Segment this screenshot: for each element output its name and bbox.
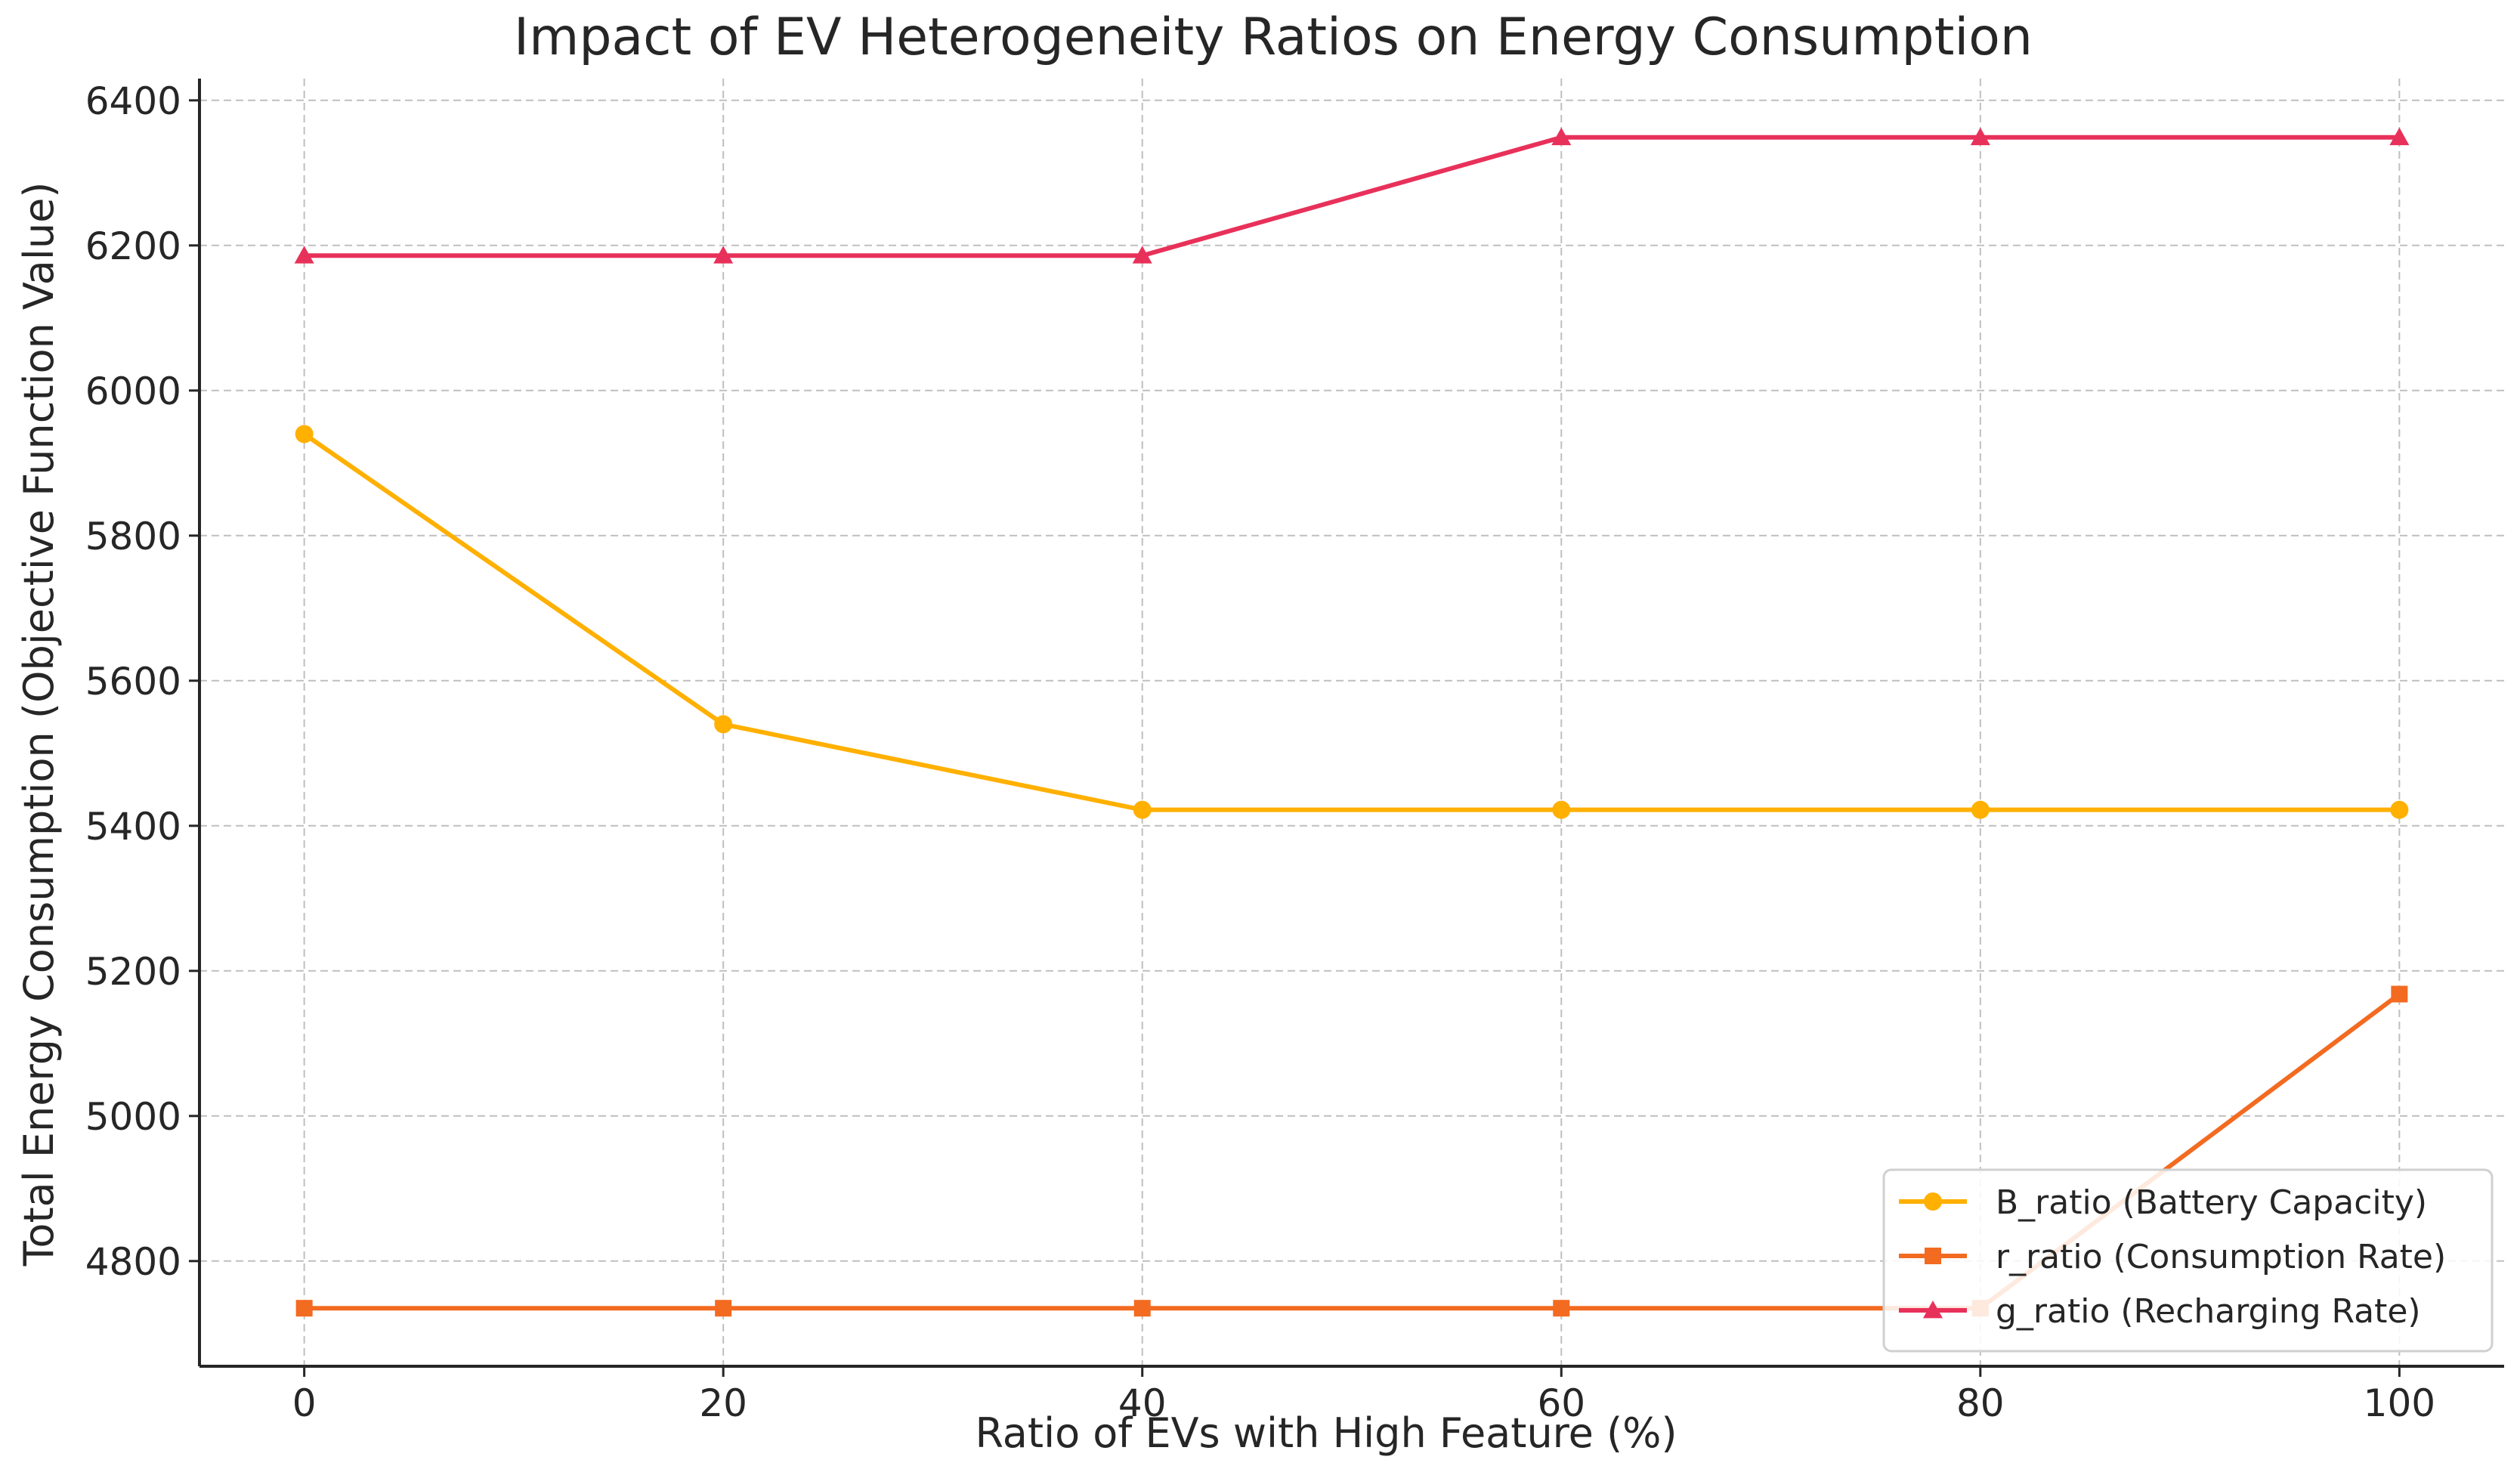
legend-item: B_ratio (Battery Capacity) (1899, 1183, 2427, 1222)
legend-marker (1923, 1301, 1943, 1319)
data-point (713, 246, 734, 264)
axes (198, 79, 2504, 1368)
data-point (1970, 127, 1990, 146)
legend-label: B_ratio (Battery Capacity) (1996, 1183, 2427, 1222)
data-point (1971, 800, 1990, 819)
data-point (714, 715, 733, 734)
x-tick-label: 100 (2364, 1381, 2435, 1425)
x-tick-label: 80 (1956, 1381, 2005, 1425)
x-tick-label: 20 (699, 1381, 747, 1425)
grid-lines (199, 79, 2504, 1366)
legend-label: g_ratio (Recharging Rate) (1996, 1292, 2421, 1331)
y-tick-label: 6200 (85, 224, 181, 268)
data-point (1553, 1300, 1570, 1317)
data-point (2391, 985, 2408, 1003)
series-lines (294, 127, 2410, 1317)
series-line (302, 431, 2400, 812)
series-line (304, 135, 2400, 258)
legend-item: g_ratio (Recharging Rate) (1899, 1292, 2421, 1331)
legend-marker (1925, 1248, 1941, 1264)
data-point (295, 1300, 313, 1317)
legend-box (1882, 1168, 2494, 1353)
y-tick-label: 6000 (85, 370, 181, 413)
x-axis-label: Ratio of EVs with High Feature (%) (975, 1409, 1677, 1457)
chart-title: Impact of EV Heterogeneity Ratios on Ene… (514, 8, 2033, 67)
x-tick-label: 0 (292, 1381, 317, 1425)
y-tick-label: 5000 (85, 1095, 181, 1139)
y-tick-label: 6400 (85, 79, 181, 123)
y-axis-label: Total Energy Consumption (Objective Func… (15, 182, 63, 1267)
data-point (2390, 800, 2409, 819)
x-tick-label: 60 (1537, 1381, 1585, 1425)
data-point (715, 1300, 732, 1317)
data-point (1551, 127, 1572, 146)
y-tick-label: 5400 (85, 805, 181, 849)
data-point (294, 246, 314, 264)
data-point (2389, 127, 2410, 146)
y-tick-label: 5200 (85, 950, 181, 994)
tick-labels: 0 20 40 60 80 100 4800 5000 5200 5400 5600 5800 6000… (85, 79, 2435, 1425)
y-tick-label: 5800 (85, 515, 181, 558)
y-tick-label: 4800 (85, 1240, 181, 1284)
series-3 (294, 127, 2410, 264)
x-tick-label: 40 (1118, 1381, 1167, 1425)
data-point (1133, 800, 1152, 819)
legend-marker (1924, 1192, 1942, 1211)
legend-label: r_ratio (Consumption Rate) (1996, 1238, 2446, 1276)
series-1 (295, 425, 2409, 819)
data-point (1132, 246, 1152, 264)
legend: B_ratio (Battery Capacity) r_ratio (Consu… (1882, 1168, 2494, 1353)
data-point (1552, 800, 1571, 819)
data-point (1133, 1300, 1151, 1317)
y-tick-label: 5600 (85, 660, 181, 704)
legend-item: r_ratio (Consumption Rate) (1899, 1238, 2446, 1276)
data-point (295, 425, 314, 444)
